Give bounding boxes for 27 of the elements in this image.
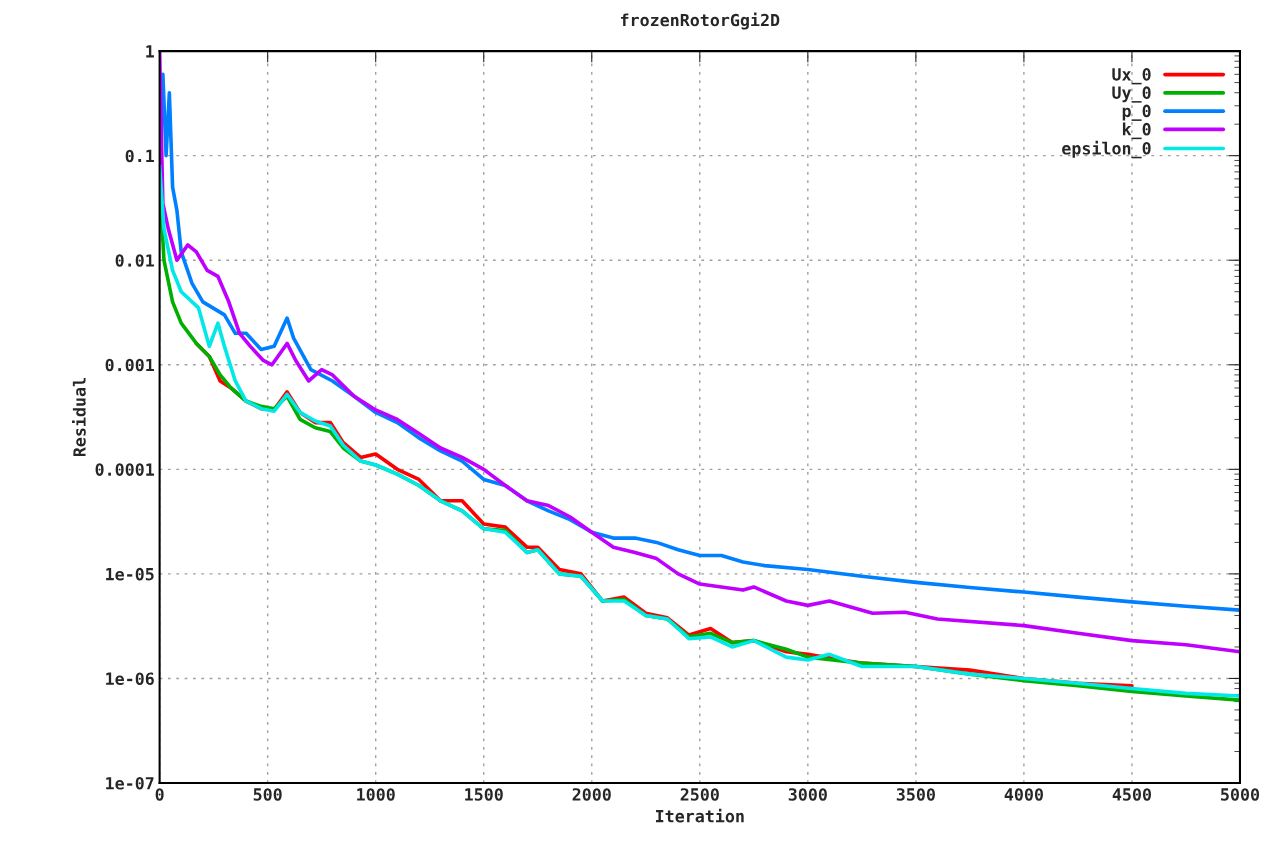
legend-label: p_0 xyxy=(1122,104,1151,121)
legend-label: Ux_0 xyxy=(1112,68,1151,85)
legend-label: Uy_0 xyxy=(1112,86,1151,103)
x-tick-label: 1000 xyxy=(357,788,395,801)
y-tick-label: 1 xyxy=(146,45,154,58)
x-tick-label: 0 xyxy=(155,788,164,801)
x-tick-label: 2500 xyxy=(680,788,719,801)
y-tick-label: 1e-06 xyxy=(106,672,154,686)
x-tick-label: 1500 xyxy=(465,788,503,801)
x-tick-label: 500 xyxy=(253,788,282,801)
y-tick-label: 0.1 xyxy=(125,149,154,163)
x-tick-label: 5000 xyxy=(1221,788,1260,801)
x-tick-label: 4000 xyxy=(1004,788,1043,801)
y-tick-label: 1e-07 xyxy=(106,776,154,790)
y-tick-label: 0.01 xyxy=(115,254,154,267)
legend-label: k_0 xyxy=(1122,122,1151,140)
y-tick-label: 0.0001 xyxy=(95,463,154,476)
x-tick-label: 3500 xyxy=(896,788,935,801)
x-tick-label: 2000 xyxy=(572,788,611,801)
y-axis-title: Residual xyxy=(71,378,86,457)
y-tick-label: 0.001 xyxy=(105,358,154,372)
legend-label: epsilon_0 xyxy=(1062,140,1151,159)
chart-title: frozenRotorGgi2D xyxy=(620,12,780,30)
x-axis-title: Iteration xyxy=(656,808,744,823)
x-tick-label: 3000 xyxy=(788,788,827,801)
y-tick-label: 1e-05 xyxy=(106,567,154,581)
x-tick-label: 4500 xyxy=(1112,788,1151,801)
